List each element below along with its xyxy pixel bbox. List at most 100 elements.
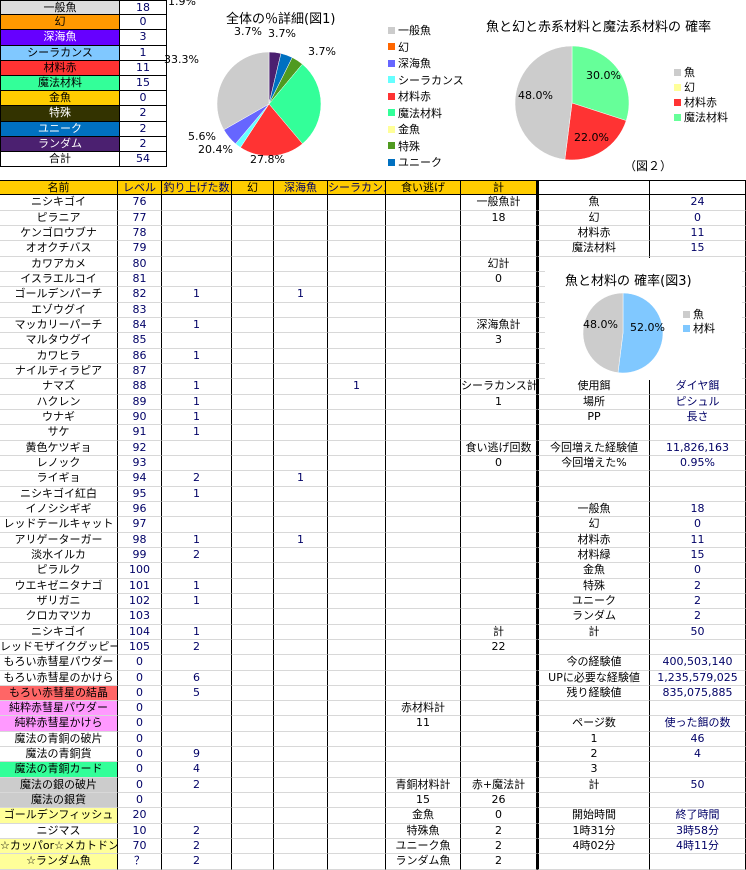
table-cell[interactable] bbox=[328, 808, 386, 824]
table-cell[interactable] bbox=[386, 210, 461, 226]
table-cell[interactable] bbox=[328, 210, 386, 226]
table-cell[interactable]: 18 bbox=[461, 210, 537, 226]
table-cell[interactable] bbox=[274, 839, 328, 855]
table-cell[interactable] bbox=[328, 256, 386, 272]
table-cell[interactable]: 11,826,163 bbox=[650, 440, 746, 456]
table-cell[interactable]: 15 bbox=[650, 547, 746, 564]
table-cell[interactable] bbox=[461, 501, 537, 518]
table-cell[interactable]: 2 bbox=[461, 854, 537, 870]
table-cell[interactable] bbox=[232, 639, 274, 656]
table-cell[interactable] bbox=[328, 762, 386, 778]
table-cell[interactable] bbox=[274, 379, 328, 395]
table-cell[interactable]: 魚 bbox=[537, 195, 650, 211]
table-cell[interactable]: エゾウグイ bbox=[0, 302, 118, 318]
table-cell[interactable]: 76 bbox=[118, 195, 162, 211]
table-cell[interactable] bbox=[274, 409, 328, 426]
table-cell[interactable] bbox=[274, 195, 328, 211]
table-cell[interactable] bbox=[162, 517, 232, 533]
table-cell[interactable] bbox=[274, 670, 328, 686]
table-cell[interactable]: クロカマツカ bbox=[0, 609, 118, 625]
column-header[interactable]: 幻 bbox=[232, 180, 274, 196]
table-cell[interactable]: UPに必要な経験値 bbox=[537, 670, 650, 686]
table-cell[interactable] bbox=[328, 409, 386, 426]
table-cell[interactable] bbox=[386, 578, 461, 594]
table-cell[interactable] bbox=[537, 486, 650, 502]
table-cell[interactable] bbox=[386, 333, 461, 349]
table-cell[interactable] bbox=[328, 823, 386, 840]
table-cell[interactable] bbox=[274, 517, 328, 533]
table-cell[interactable]: 青銅材料計 bbox=[386, 777, 461, 794]
table-cell[interactable] bbox=[461, 287, 537, 303]
table-cell[interactable]: 0 bbox=[118, 701, 162, 717]
table-cell[interactable] bbox=[386, 563, 461, 579]
table-cell[interactable] bbox=[232, 317, 274, 334]
table-cell[interactable] bbox=[461, 241, 537, 257]
table-cell[interactable] bbox=[232, 777, 274, 794]
table-cell[interactable] bbox=[461, 425, 537, 441]
table-cell[interactable] bbox=[274, 685, 328, 702]
table-cell[interactable] bbox=[461, 225, 537, 242]
table-cell[interactable]: ニシキゴイ紅白 bbox=[0, 486, 118, 502]
table-cell[interactable]: 今の経験値 bbox=[537, 655, 650, 671]
table-cell[interactable]: マルタウグイ bbox=[0, 333, 118, 349]
table-cell[interactable]: 6 bbox=[162, 670, 232, 686]
table-cell[interactable]: 深海魚計 bbox=[461, 317, 537, 334]
table-cell[interactable] bbox=[328, 624, 386, 640]
table-cell[interactable]: 79 bbox=[118, 241, 162, 257]
table-cell[interactable]: 3 bbox=[537, 762, 650, 778]
table-cell[interactable]: 101 bbox=[118, 578, 162, 594]
table-cell[interactable] bbox=[328, 547, 386, 564]
table-cell[interactable] bbox=[232, 655, 274, 671]
table-cell[interactable] bbox=[461, 716, 537, 732]
table-cell[interactable] bbox=[461, 409, 537, 426]
table-cell[interactable]: 0 bbox=[118, 655, 162, 671]
column-header[interactable]: 食い逃げ bbox=[386, 180, 461, 196]
table-cell[interactable]: ニシキゴイ bbox=[0, 195, 118, 211]
table-cell[interactable]: もろい赤彗星パウダー bbox=[0, 655, 118, 671]
table-cell[interactable]: ハクレン bbox=[0, 394, 118, 410]
table-cell[interactable] bbox=[162, 256, 232, 272]
table-cell[interactable] bbox=[386, 609, 461, 625]
table-cell[interactable] bbox=[162, 716, 232, 732]
table-cell[interactable]: ナイルティラピア bbox=[0, 363, 118, 380]
table-cell[interactable] bbox=[232, 501, 274, 518]
table-cell[interactable] bbox=[328, 425, 386, 441]
table-cell[interactable] bbox=[386, 685, 461, 702]
table-cell[interactable] bbox=[274, 639, 328, 656]
table-cell[interactable]: 黄色ケツギョ bbox=[0, 440, 118, 456]
table-cell[interactable]: 魔法の銀貨 bbox=[0, 793, 118, 809]
table-cell[interactable] bbox=[328, 609, 386, 625]
table-cell[interactable]: カワアカメ bbox=[0, 256, 118, 272]
table-cell[interactable]: 1 bbox=[162, 593, 232, 610]
table-cell[interactable]: 84 bbox=[118, 317, 162, 334]
table-cell[interactable]: 3 bbox=[461, 333, 537, 349]
table-cell[interactable]: ウエキゼニタナゴ bbox=[0, 578, 118, 594]
table-cell[interactable]: 2 bbox=[162, 823, 232, 840]
table-cell[interactable] bbox=[386, 731, 461, 748]
table-cell[interactable] bbox=[274, 455, 328, 472]
table-cell[interactable] bbox=[274, 348, 328, 364]
table-cell[interactable] bbox=[232, 854, 274, 870]
table-cell[interactable]: 1 bbox=[162, 532, 232, 548]
table-cell[interactable]: 3時58分 bbox=[650, 823, 746, 840]
table-cell[interactable]: 材料緑 bbox=[537, 547, 650, 564]
table-cell[interactable] bbox=[274, 593, 328, 610]
table-cell[interactable]: 1 bbox=[328, 379, 386, 395]
table-cell[interactable] bbox=[461, 348, 537, 364]
table-cell[interactable] bbox=[386, 363, 461, 380]
table-cell[interactable] bbox=[232, 486, 274, 502]
table-cell[interactable]: 赤材料計 bbox=[386, 701, 461, 717]
table-cell[interactable]: 0 bbox=[118, 747, 162, 763]
table-cell[interactable]: 魔法の青銅カード bbox=[0, 762, 118, 778]
table-cell[interactable]: 15 bbox=[650, 241, 746, 257]
table-cell[interactable]: ピラニア bbox=[0, 210, 118, 226]
table-cell[interactable]: 今回増えた% bbox=[537, 455, 650, 472]
table-cell[interactable] bbox=[386, 195, 461, 211]
table-cell[interactable] bbox=[328, 639, 386, 656]
table-cell[interactable]: 1 bbox=[537, 731, 650, 748]
table-cell[interactable]: 2 bbox=[461, 823, 537, 840]
table-cell[interactable]: ライギョ bbox=[0, 471, 118, 487]
table-cell[interactable] bbox=[461, 609, 537, 625]
table-cell[interactable]: 86 bbox=[118, 348, 162, 364]
table-cell[interactable]: ユニーク bbox=[537, 593, 650, 610]
